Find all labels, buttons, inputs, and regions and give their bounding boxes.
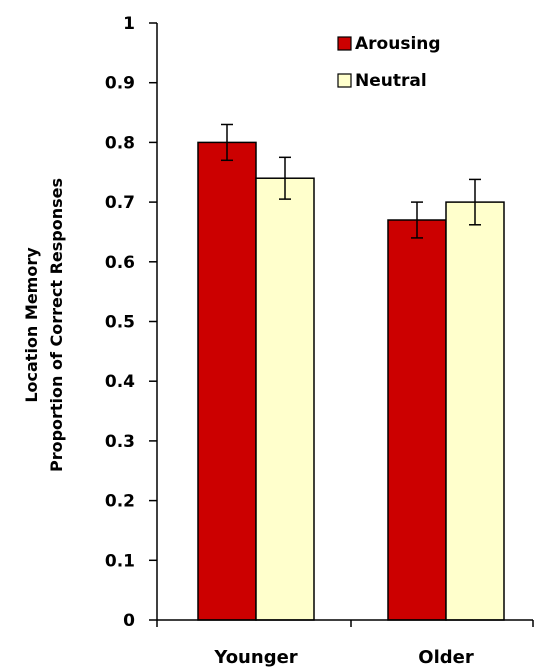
y-tick-label: 0.9 (105, 74, 135, 94)
y-tick-label: 0.2 (105, 492, 135, 512)
y-axis-title-line-2: Proportion of Correct Responses (47, 178, 66, 472)
y-tick-label: 0.6 (105, 253, 135, 273)
y-tick-label: 0.7 (105, 193, 135, 213)
y-axis-title-line-1: Location Memory (22, 247, 41, 403)
y-tick-label: 0.1 (105, 551, 135, 571)
y-tick-label: 0.8 (105, 133, 135, 153)
bar-arousing-younger (197, 141, 257, 621)
legend-swatch-arousing (337, 36, 352, 51)
y-tick-label: 0 (123, 611, 135, 631)
y-axis-title: Location Memory Proportion of Correct Re… (22, 178, 66, 472)
y-tick-label: 0.5 (105, 313, 135, 333)
legend-label-neutral: Neutral (355, 71, 427, 91)
x-axis-labels: Younger Older (213, 647, 474, 668)
x-tick-label-younger: Younger (213, 647, 297, 668)
bar-neutral-older (445, 201, 505, 621)
legend-swatch-neutral (337, 73, 352, 88)
y-tick-label: 1 (123, 14, 135, 34)
y-tick-label: 0.3 (105, 432, 135, 452)
y-tick-label: 0.4 (105, 372, 135, 392)
legend: Arousing Neutral (337, 34, 441, 91)
bar-arousing-older (387, 219, 447, 621)
axes (156, 23, 534, 627)
legend-label-arousing: Arousing (355, 34, 441, 54)
error-bars (221, 123, 481, 239)
x-tick-label-older: Older (418, 647, 474, 668)
bars (197, 141, 505, 621)
y-axis-ticks: 0 0.1 0.2 0.3 0.4 0.5 0.6 0.7 0.8 0.9 1 (105, 14, 157, 631)
bar-neutral-younger (255, 177, 315, 621)
